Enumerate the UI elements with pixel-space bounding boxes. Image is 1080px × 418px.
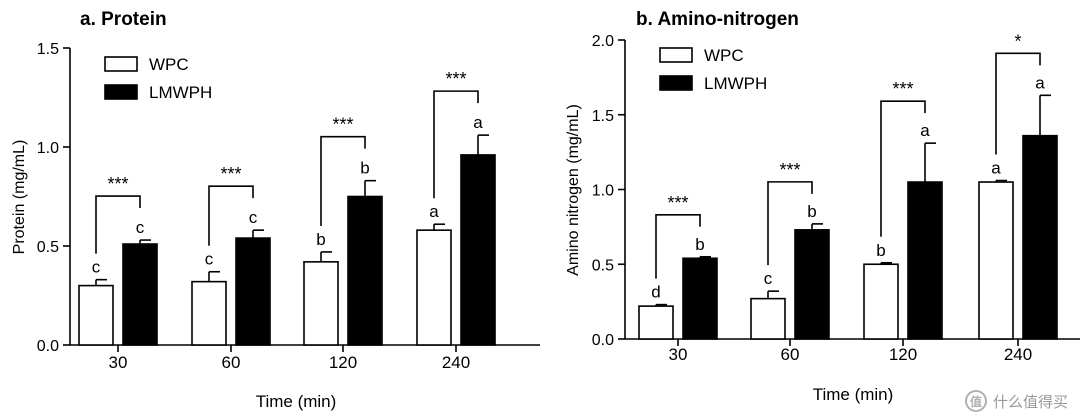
significance-stars: ***: [445, 69, 466, 89]
legend-swatch: [104, 84, 138, 100]
significance-stars: ***: [892, 79, 913, 99]
bar: [78, 284, 114, 346]
plot-area: 0.0 0.5 1.0 1.5 30 c c *** 60 c c *** 120 b b *** 240 a a *…: [37, 41, 540, 372]
legend-label: LMWPH: [704, 74, 767, 93]
bar: [682, 257, 718, 340]
bar: [638, 305, 674, 340]
bar: [794, 229, 830, 340]
watermark-text: 什么值得买: [992, 392, 1068, 411]
significance-stars: ***: [220, 164, 241, 184]
significance-letter: b: [316, 230, 325, 249]
significance-bracket: [208, 185, 254, 246]
x-tick-label: 120: [329, 353, 357, 372]
significance-letter: b: [695, 235, 704, 254]
legend-swatch: [104, 56, 138, 72]
significance-letter: a: [473, 113, 483, 132]
bar: [303, 261, 339, 346]
bar: [416, 229, 452, 346]
legend-label: WPC: [704, 46, 744, 65]
bar: [907, 181, 943, 340]
x-tick-label: 60: [781, 345, 800, 364]
significance-bracket: [95, 195, 141, 254]
protein-panel: a. Protein Protein (mg/mL) Time (min) 0.…: [11, 9, 540, 411]
significance-letter: c: [249, 208, 258, 227]
x-axis-label: Time (min): [813, 385, 894, 404]
significance-letter: a: [920, 121, 930, 140]
significance-letter: c: [92, 258, 101, 277]
x-tick-label: 30: [669, 345, 688, 364]
bar: [1022, 134, 1058, 340]
significance-bracket: [767, 181, 813, 266]
significance-stars: ***: [667, 193, 688, 213]
bar: [750, 297, 786, 340]
y-tick-label: 0.0: [37, 338, 59, 355]
significance-letter: c: [205, 250, 214, 269]
legend-label: WPC: [149, 55, 189, 74]
significance-bracket: [995, 52, 1041, 155]
smzdm-logo-icon: 值: [964, 390, 987, 412]
significance-letter: b: [360, 159, 369, 178]
significance-letter: b: [807, 202, 816, 221]
y-tick-label: 1.5: [592, 108, 614, 125]
y-axis-label: Amino nitrogen (mg/mL): [565, 104, 582, 276]
bar: [863, 263, 899, 340]
significance-letter: d: [651, 283, 660, 302]
watermark: 值 什么值得买: [964, 390, 1068, 412]
legend-swatch: [659, 47, 693, 63]
chart-title: a. Protein: [80, 9, 167, 30]
plot-area: 0.0 0.5 1.0 1.5 2.0 30 d b *** 60 c b *** 120 b a *** 240…: [592, 31, 1080, 364]
significance-bracket: [880, 100, 926, 237]
y-tick-label: 0.0: [592, 332, 614, 349]
bar: [122, 243, 158, 346]
bar: [460, 154, 496, 346]
y-tick-label: 0.5: [37, 239, 59, 256]
bar: [347, 195, 383, 346]
x-tick-label: 240: [1004, 345, 1032, 364]
chart-title: b. Amino-nitrogen: [636, 9, 799, 30]
x-tick-label: 120: [889, 345, 917, 364]
significance-stars: ***: [107, 174, 128, 194]
significance-bracket: [655, 213, 701, 279]
legend-swatch: [659, 75, 693, 91]
significance-bracket: [433, 90, 479, 199]
significance-letter: a: [991, 159, 1001, 178]
y-tick-label: 1.0: [37, 140, 59, 157]
y-tick-label: 0.5: [592, 257, 614, 274]
amino-nitrogen-panel: b. Amino-nitrogen Amino nitrogen (mg/mL)…: [565, 9, 1080, 404]
significance-stars: ***: [332, 115, 353, 135]
y-axis-label: Protein (mg/mL): [11, 140, 28, 255]
significance-bracket: [320, 135, 366, 226]
significance-letter: a: [1035, 73, 1045, 92]
x-tick-label: 60: [222, 353, 241, 372]
x-tick-label: 240: [442, 353, 470, 372]
legend-label: LMWPH: [149, 83, 212, 102]
significance-letter: a: [429, 202, 439, 221]
significance-letter: b: [876, 241, 885, 260]
y-tick-label: 1.5: [37, 41, 59, 58]
significance-stars: ***: [779, 160, 800, 180]
bar: [191, 280, 227, 346]
significance-stars: *: [1014, 31, 1021, 51]
bar: [978, 181, 1014, 340]
significance-letter: c: [136, 218, 145, 237]
x-tick-label: 30: [109, 353, 128, 372]
bar: [235, 237, 271, 346]
x-axis-label: Time (min): [256, 392, 337, 411]
y-tick-label: 1.0: [592, 183, 614, 200]
significance-letter: c: [764, 269, 773, 288]
y-tick-label: 2.0: [592, 33, 614, 50]
